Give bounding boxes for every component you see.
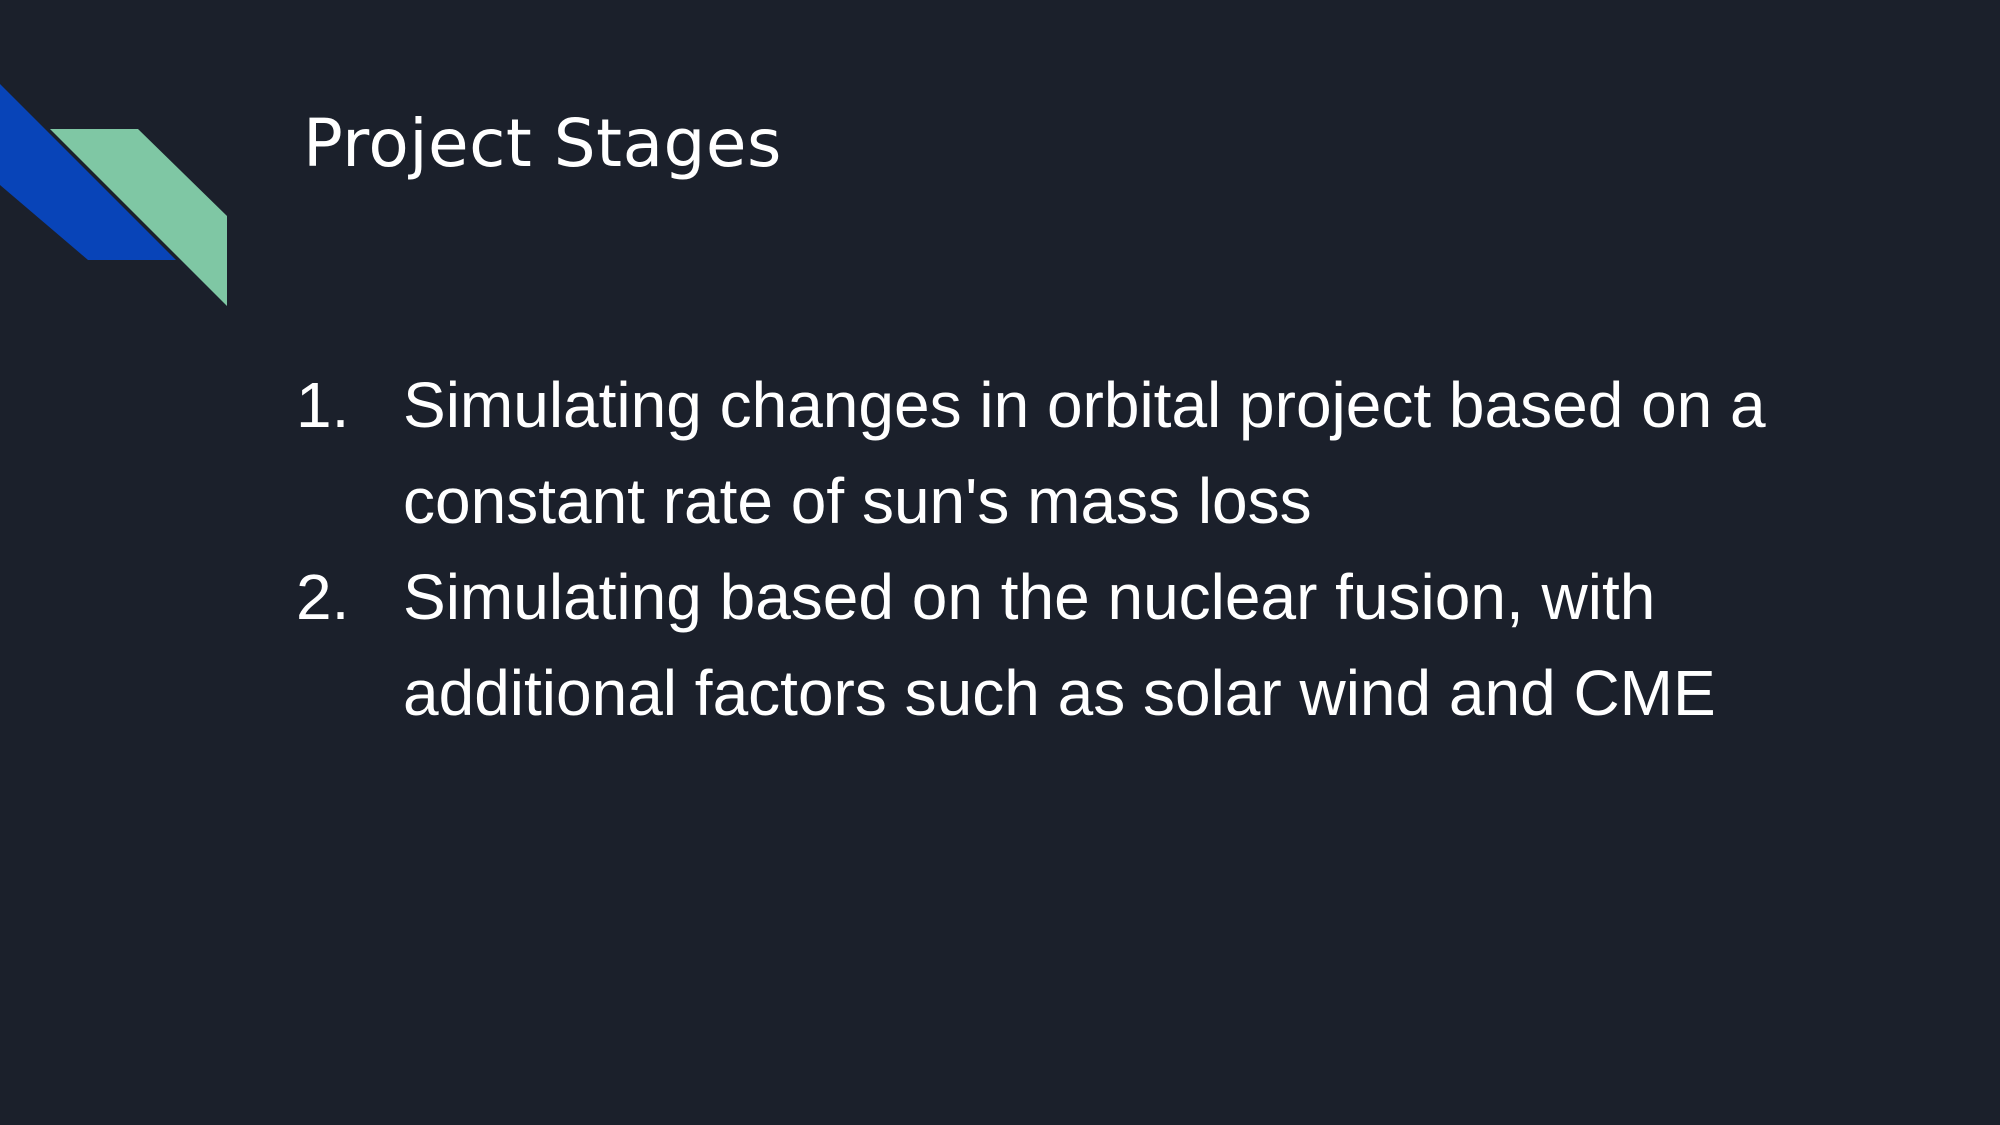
- green-diagonal-band: [50, 129, 227, 306]
- stage-number: 1.: [296, 369, 350, 441]
- stage-item-2: 2. Simulating based on the nuclear fusio…: [296, 549, 1856, 741]
- blue-diagonal-band: [0, 84, 176, 260]
- stage-description: Simulating changes in orbital project ba…: [403, 369, 1766, 537]
- slide-title: Project Stages: [303, 105, 782, 182]
- stage-item-1: 1. Simulating changes in orbital project…: [296, 357, 1856, 549]
- project-stages-list: 1. Simulating changes in orbital project…: [296, 357, 1856, 741]
- stage-number: 2.: [296, 561, 350, 633]
- stage-description: Simulating based on the nuclear fusion, …: [403, 561, 1716, 729]
- corner-accent-shape: [0, 84, 227, 306]
